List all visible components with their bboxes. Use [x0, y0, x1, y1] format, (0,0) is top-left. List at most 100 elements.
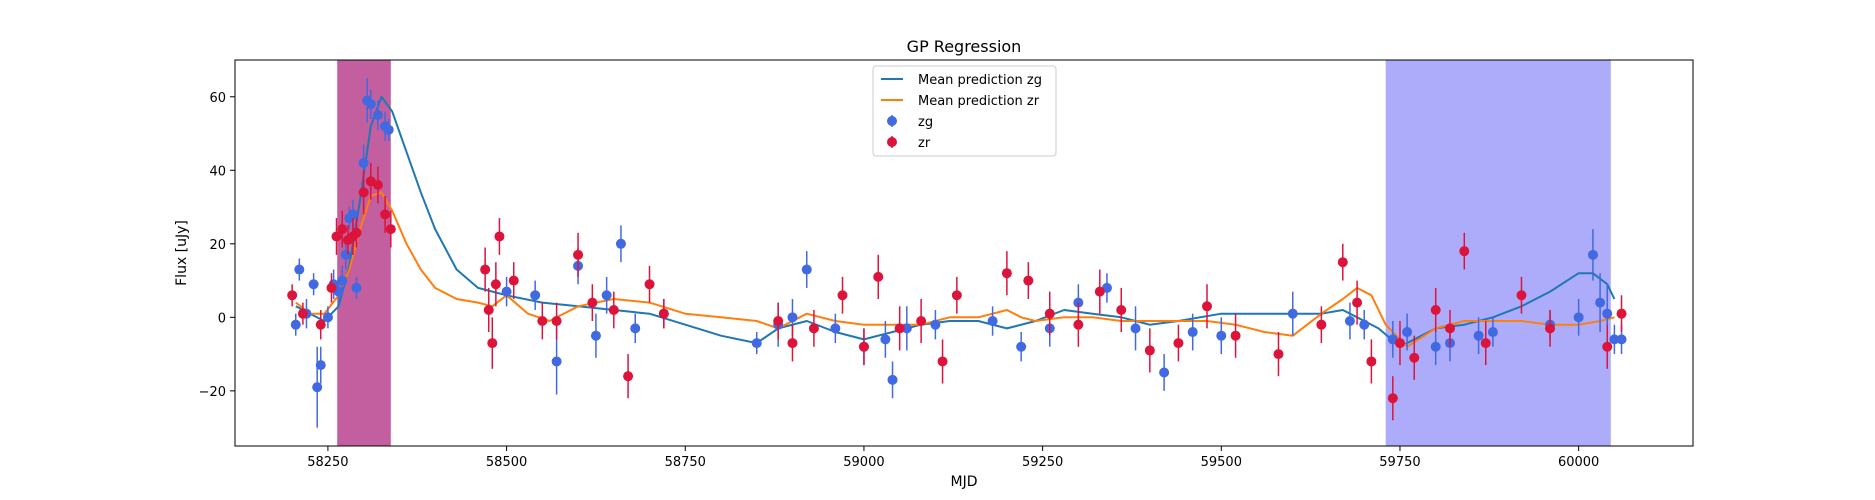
data-point-zr-2	[315, 309, 326, 340]
marker	[808, 323, 819, 334]
data-point-zr-35	[916, 298, 927, 344]
marker	[331, 231, 342, 242]
data-point-zr-27	[658, 298, 669, 329]
marker	[1480, 338, 1491, 349]
marker	[351, 282, 362, 293]
marker	[308, 279, 319, 290]
marker	[1230, 330, 1241, 341]
marker	[347, 209, 358, 220]
marker	[987, 316, 998, 327]
data-point-zg-24	[590, 313, 601, 358]
legend-swatch	[887, 116, 897, 126]
data-point-zr-37	[951, 276, 962, 314]
marker	[1023, 275, 1034, 286]
marker	[340, 249, 351, 260]
y-axis: −20 0 20 40 60	[199, 91, 235, 400]
data-point-zg-6	[322, 306, 333, 329]
data-point-zr-52	[1366, 339, 1377, 384]
marker	[901, 323, 912, 334]
data-point-zr-48	[1273, 332, 1284, 377]
data-point-zg-50	[1359, 309, 1370, 340]
marker	[1073, 319, 1084, 330]
marker	[483, 304, 494, 315]
marker	[287, 290, 298, 301]
data-point-zr-31	[837, 276, 848, 314]
plot-area	[287, 60, 1627, 446]
y-tick-label-4: 60	[209, 91, 226, 106]
marker	[1459, 246, 1470, 257]
marker	[837, 290, 848, 301]
data-point-zg-56	[1487, 317, 1498, 347]
marker	[315, 360, 326, 371]
marker	[358, 157, 369, 168]
x-tick-label-0: 58250	[307, 455, 348, 470]
data-point-zr-44	[1144, 328, 1155, 373]
marker	[1130, 323, 1141, 334]
data-point-zg-17	[372, 100, 383, 130]
data-point-zr-38	[1001, 251, 1012, 296]
data-point-zr-0	[287, 284, 298, 307]
legend-label: zg	[918, 115, 933, 130]
data-point-zg-4	[312, 346, 323, 428]
data-point-zr-5	[337, 210, 348, 248]
data-point-zr-54	[1394, 321, 1405, 366]
data-point-zg-60	[1595, 273, 1606, 333]
marker	[1187, 327, 1198, 338]
marker	[587, 297, 598, 308]
marker	[573, 249, 584, 260]
marker	[1116, 304, 1127, 315]
data-point-zr-26	[644, 265, 655, 303]
marker	[930, 319, 941, 330]
marker	[1616, 334, 1627, 345]
y-axis-label: Flux [uJy]	[174, 220, 190, 286]
marker	[385, 224, 396, 235]
data-point-zg-13	[351, 276, 362, 299]
marker	[358, 187, 369, 198]
data-point-zg-55	[1473, 317, 1484, 355]
data-point-zr-22	[573, 232, 584, 277]
marker	[1595, 297, 1606, 308]
data-point-zr-33	[873, 254, 884, 299]
marker	[294, 264, 305, 275]
marker	[951, 290, 962, 301]
marker	[487, 338, 498, 349]
legend-entry-1: Mean prediction zr	[881, 94, 1040, 109]
data-point-zr-29	[787, 324, 798, 362]
data-point-zr-4	[331, 218, 342, 255]
marker	[1216, 330, 1227, 341]
data-point-zg-62	[1609, 324, 1620, 355]
data-point-zg-19	[383, 118, 394, 141]
data-point-zg-0	[290, 313, 301, 336]
data-point-zr-62	[1602, 324, 1613, 369]
marker	[615, 238, 626, 249]
marker	[1344, 316, 1355, 327]
marker	[1044, 308, 1055, 319]
marker	[372, 110, 383, 121]
data-point-zr-55	[1409, 335, 1420, 380]
marker	[1487, 327, 1498, 338]
data-points	[287, 78, 1627, 428]
x-tick-label-5: 59500	[1201, 455, 1242, 470]
marker	[1159, 367, 1170, 378]
marker	[290, 319, 301, 330]
marker	[1430, 341, 1441, 352]
marker	[337, 224, 348, 235]
x-tick-label-3: 59000	[843, 455, 884, 470]
data-point-zg-38	[930, 309, 941, 340]
data-point-zr-51	[1352, 280, 1363, 325]
data-point-zr-17	[490, 262, 501, 307]
data-point-zr-63	[1616, 295, 1627, 333]
marker	[1016, 341, 1027, 352]
legend-label: zr	[918, 136, 931, 151]
marker	[351, 227, 362, 238]
data-point-zg-44	[1130, 306, 1141, 351]
data-point-zr-25	[623, 354, 634, 399]
data-point-zr-21	[551, 302, 562, 340]
x-tick-label-2: 58750	[665, 455, 706, 470]
marker	[1094, 286, 1105, 297]
data-point-zr-20	[537, 302, 548, 340]
plot-frame	[234, 59, 1694, 447]
data-point-zg-27	[630, 313, 641, 344]
x-tick-label-1: 58500	[486, 455, 527, 470]
